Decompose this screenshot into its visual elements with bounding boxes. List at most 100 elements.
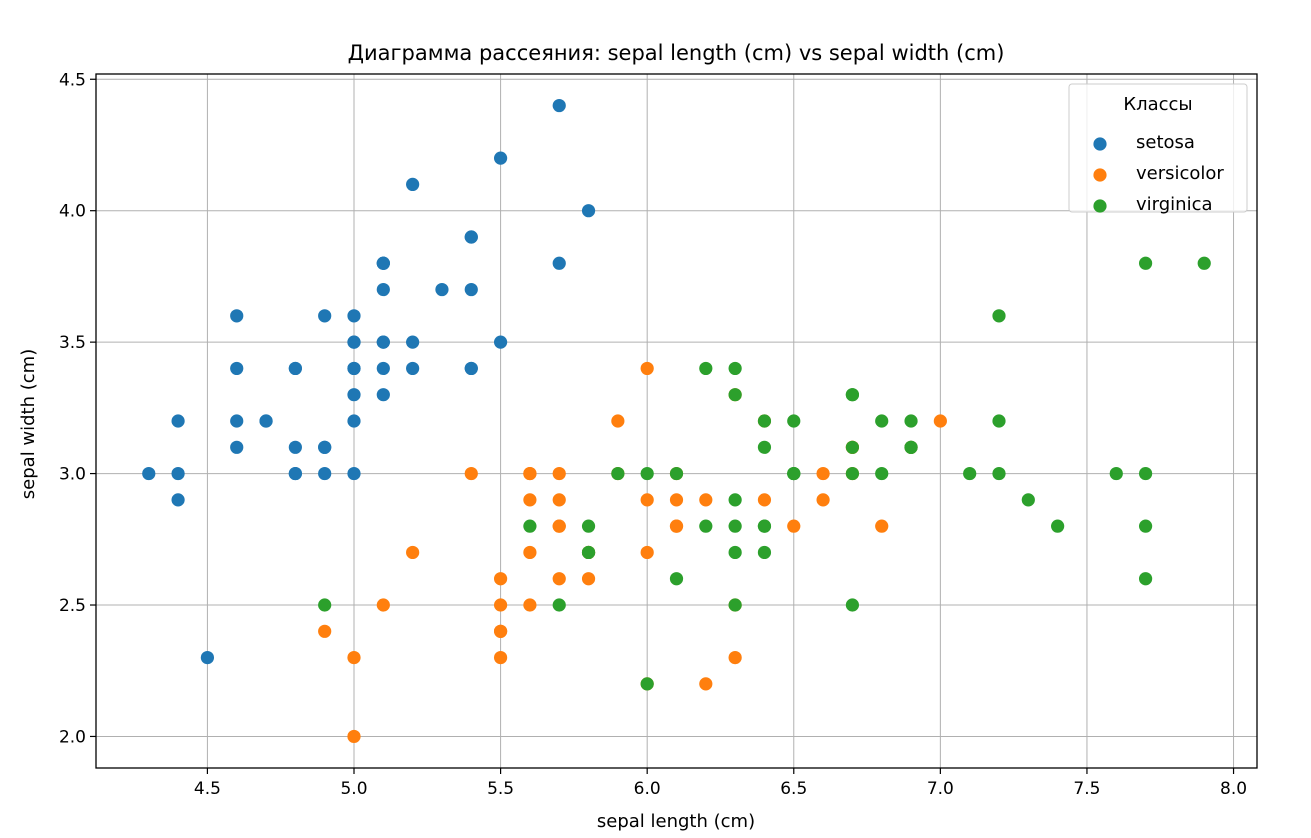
data-point-virginica — [728, 493, 742, 507]
data-point-virginica — [757, 545, 772, 560]
data-point-versicolor — [875, 519, 889, 533]
data-point-setosa — [376, 256, 390, 270]
data-point-setosa — [347, 361, 361, 376]
data-point-virginica — [992, 414, 1006, 428]
data-point-setosa — [581, 204, 596, 218]
x-tick-label: 7.0 — [927, 779, 954, 799]
legend-marker-versicolor — [1093, 168, 1107, 182]
data-point-setosa — [552, 256, 566, 270]
y-tick-label: 2.0 — [59, 727, 86, 747]
data-point-versicolor — [318, 624, 332, 638]
data-point-virginica — [875, 466, 889, 481]
legend: Классы setosa versicolor virginica — [1068, 83, 1248, 215]
data-point-setosa — [230, 361, 244, 376]
data-point-versicolor — [493, 572, 508, 586]
data-point-versicolor — [552, 519, 566, 533]
data-point-versicolor — [552, 572, 566, 586]
data-point-virginica — [1109, 466, 1123, 481]
data-point-setosa — [142, 466, 156, 481]
data-point-setosa — [347, 466, 361, 481]
data-point-setosa — [230, 440, 244, 454]
data-point-virginica — [845, 440, 860, 454]
data-point-virginica — [728, 598, 742, 612]
data-point-virginica — [787, 414, 801, 428]
data-point-setosa — [376, 282, 390, 297]
data-point-setosa — [493, 335, 508, 349]
data-point-setosa — [347, 309, 361, 323]
legend-label-setosa: setosa — [1136, 132, 1195, 153]
data-point-virginica — [699, 519, 713, 533]
data-point-versicolor — [933, 414, 947, 428]
y-tick-label: 3.5 — [59, 333, 86, 353]
data-point-virginica — [1197, 256, 1211, 270]
data-point-setosa — [406, 335, 420, 349]
data-point-setosa — [347, 414, 361, 428]
data-point-virginica — [904, 414, 918, 428]
data-point-virginica — [581, 545, 596, 560]
data-point-versicolor — [347, 650, 361, 665]
data-point-versicolor — [816, 466, 830, 481]
data-point-virginica — [728, 545, 742, 560]
x-tick-label: 7.5 — [1073, 779, 1100, 799]
data-point-virginica — [845, 598, 860, 612]
data-point-versicolor — [787, 519, 801, 533]
data-point-virginica — [669, 572, 684, 586]
data-point-versicolor — [669, 493, 684, 507]
data-point-setosa — [376, 361, 390, 376]
data-point-versicolor — [552, 466, 566, 481]
data-point-virginica — [552, 598, 566, 612]
legend-title: Классы — [1123, 94, 1192, 115]
data-point-versicolor — [523, 466, 537, 481]
data-point-setosa — [493, 151, 508, 165]
data-point-setosa — [288, 466, 302, 481]
data-point-versicolor — [552, 493, 566, 507]
data-point-virginica — [757, 440, 772, 454]
data-point-setosa — [259, 414, 273, 428]
data-point-versicolor — [493, 598, 508, 612]
data-point-virginica — [992, 309, 1006, 323]
legend-label-versicolor: versicolor — [1136, 163, 1224, 184]
axis-ticks: 4.5 5.0 5.5 6.0 6.5 7.0 7.5 8.0 2.0 2.5 3.0 3.5 4.0 4… — [59, 70, 1247, 799]
data-point-virginica — [757, 519, 772, 533]
data-point-setosa — [347, 388, 361, 402]
data-point-virginica — [904, 440, 918, 454]
y-tick-label: 3.0 — [59, 465, 86, 485]
plot-area-frame — [95, 73, 1258, 769]
data-point-setosa — [406, 361, 420, 376]
legend-marker-setosa — [1093, 137, 1107, 151]
data-point-virginica — [318, 598, 332, 612]
y-tick-label: 2.5 — [59, 596, 86, 616]
data-point-setosa — [435, 282, 449, 297]
data-point-virginica — [1138, 466, 1153, 481]
data-point-versicolor — [640, 545, 654, 560]
legend-box — [1068, 83, 1248, 213]
data-point-setosa — [318, 440, 332, 454]
x-tick-label: 4.5 — [194, 779, 221, 799]
data-point-versicolor — [523, 598, 537, 612]
data-point-setosa — [230, 309, 244, 323]
data-point-versicolor — [728, 650, 742, 665]
data-point-virginica — [1138, 256, 1153, 270]
data-point-virginica — [699, 361, 713, 376]
legend-marker-virginica — [1093, 199, 1107, 213]
data-point-setosa — [552, 98, 566, 113]
data-point-virginica — [787, 466, 801, 481]
data-point-setosa — [171, 414, 185, 428]
data-point-versicolor — [464, 466, 478, 481]
data-point-virginica — [963, 466, 977, 481]
data-point-virginica — [757, 414, 772, 428]
y-tick-label: 4.0 — [59, 202, 86, 222]
chart-title: Диаграмма рассеяния: sepal length (cm) v… — [348, 41, 1005, 65]
data-point-setosa — [200, 650, 215, 665]
y-tick-label: 4.5 — [59, 70, 86, 90]
data-point-virginica — [1138, 572, 1153, 586]
data-point-virginica — [875, 414, 889, 428]
data-point-setosa — [347, 335, 361, 349]
data-point-versicolor — [406, 545, 420, 560]
data-point-virginica — [611, 466, 625, 481]
data-point-setosa — [318, 466, 332, 481]
data-point-versicolor — [669, 519, 684, 533]
data-point-setosa — [318, 309, 332, 323]
data-point-versicolor — [611, 414, 625, 428]
